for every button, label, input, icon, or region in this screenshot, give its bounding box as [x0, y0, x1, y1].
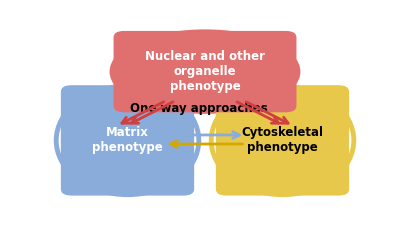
Text: Matrix
phenotype: Matrix phenotype: [92, 126, 163, 154]
Text: One way approaches: One way approaches: [130, 102, 268, 115]
FancyBboxPatch shape: [61, 85, 194, 196]
Text: Cytoskeletal
phenotype: Cytoskeletal phenotype: [242, 126, 324, 154]
Text: Nuclear and other
organelle
phenotype: Nuclear and other organelle phenotype: [145, 50, 265, 93]
FancyBboxPatch shape: [216, 85, 349, 196]
FancyBboxPatch shape: [114, 31, 296, 112]
